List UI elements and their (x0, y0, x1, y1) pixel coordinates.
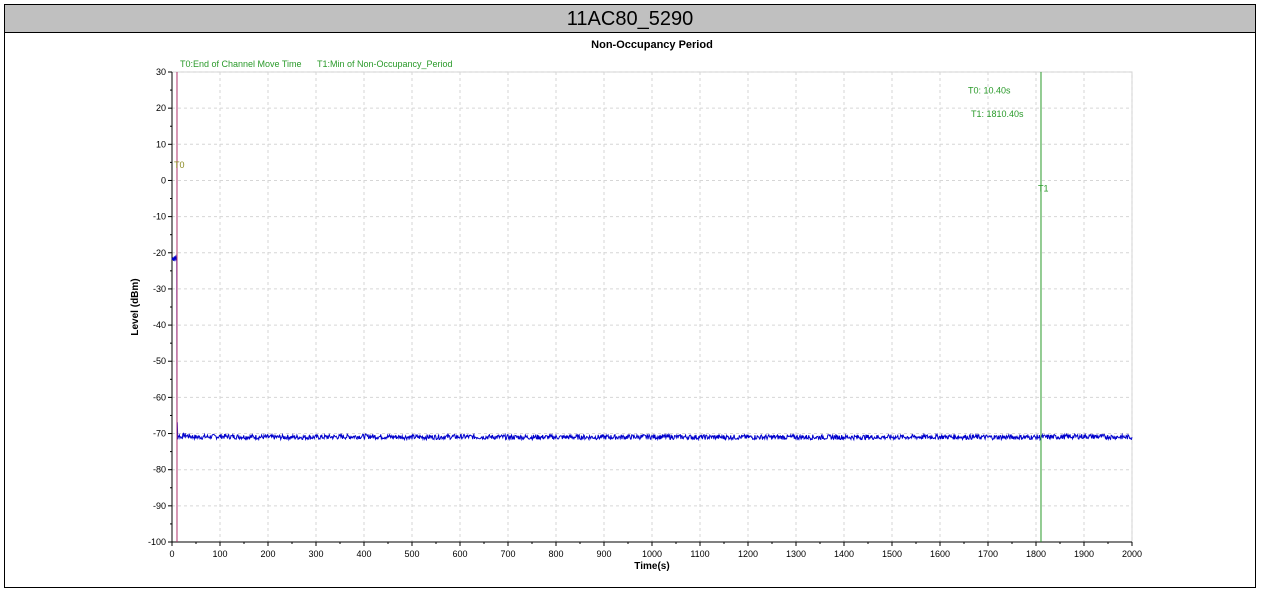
x-tick-label: 800 (548, 549, 563, 559)
x-tick-label: 1300 (786, 549, 806, 559)
x-tick-label: 100 (212, 549, 227, 559)
marker-readout-t1: T1: 1810.40s (971, 109, 1024, 119)
series-trace-0 (171, 254, 1133, 442)
y-tick-label: -50 (153, 356, 166, 366)
x-tick-label: 1700 (978, 549, 998, 559)
y-axis-title: Level (dBm) (130, 278, 141, 335)
chart-title: Non-Occupancy Period (591, 39, 713, 51)
marker-readout-t0: T0: 10.40s (968, 86, 1011, 96)
x-tick-label: 1800 (1026, 549, 1046, 559)
y-tick-label: 0 (161, 175, 166, 185)
x-tick-label: 1900 (1074, 549, 1094, 559)
y-tick-label: -20 (153, 248, 166, 258)
chart-area: Non-Occupancy Period 30 20 10 0 -10 -20 -30 -40-… (5, 34, 1255, 588)
window-title: 11AC80_5290 (5, 5, 1255, 33)
x-axis-title: Time(s) (634, 561, 669, 572)
x-tick-label: 0 (169, 549, 174, 559)
marker-label-t1: T1 (1038, 183, 1049, 193)
y-tick-label: 20 (156, 103, 166, 113)
y-tick-label: -80 (153, 465, 166, 475)
x-tick-label: 1200 (738, 549, 758, 559)
marker-legend-t0: T0:End of Channel Move Time (180, 59, 302, 69)
x-tick-label: 1400 (834, 549, 854, 559)
level-vs-time-chart: Non-Occupancy Period3020100-10-20-30-40-… (130, 39, 1142, 572)
x-tick-label: 600 (452, 549, 467, 559)
x-tick-label: 700 (500, 549, 515, 559)
x-tick-label: 2000 (1122, 549, 1142, 559)
y-tick-label: -10 (153, 212, 166, 222)
x-tick-label: 200 (260, 549, 275, 559)
y-tick-label: 30 (156, 67, 166, 77)
y-tick-label: -40 (153, 320, 166, 330)
x-tick-label: 1000 (642, 549, 662, 559)
x-tick-label: 300 (308, 549, 323, 559)
x-tick-label: 1500 (882, 549, 902, 559)
y-tick-label: -30 (153, 284, 166, 294)
x-tick-label: 1100 (690, 549, 709, 559)
y-tick-label: 10 (156, 139, 166, 149)
x-tick-label: 900 (596, 549, 611, 559)
y-tick-label: -100 (148, 537, 166, 547)
marker-label-t0: T0 (174, 160, 185, 170)
chart-window: 11AC80_5290 Non-Occupancy Period 30 20 10 0-… (4, 4, 1256, 588)
x-tick-label: 1600 (930, 549, 950, 559)
x-tick-label: 500 (404, 549, 419, 559)
marker-legend-t1: T1:Min of Non-Occupancy_Period (317, 59, 453, 69)
y-tick-label: -60 (153, 392, 166, 402)
y-tick-label: -90 (153, 501, 166, 511)
x-tick-label: 400 (356, 549, 371, 559)
y-tick-label: -70 (153, 429, 166, 439)
